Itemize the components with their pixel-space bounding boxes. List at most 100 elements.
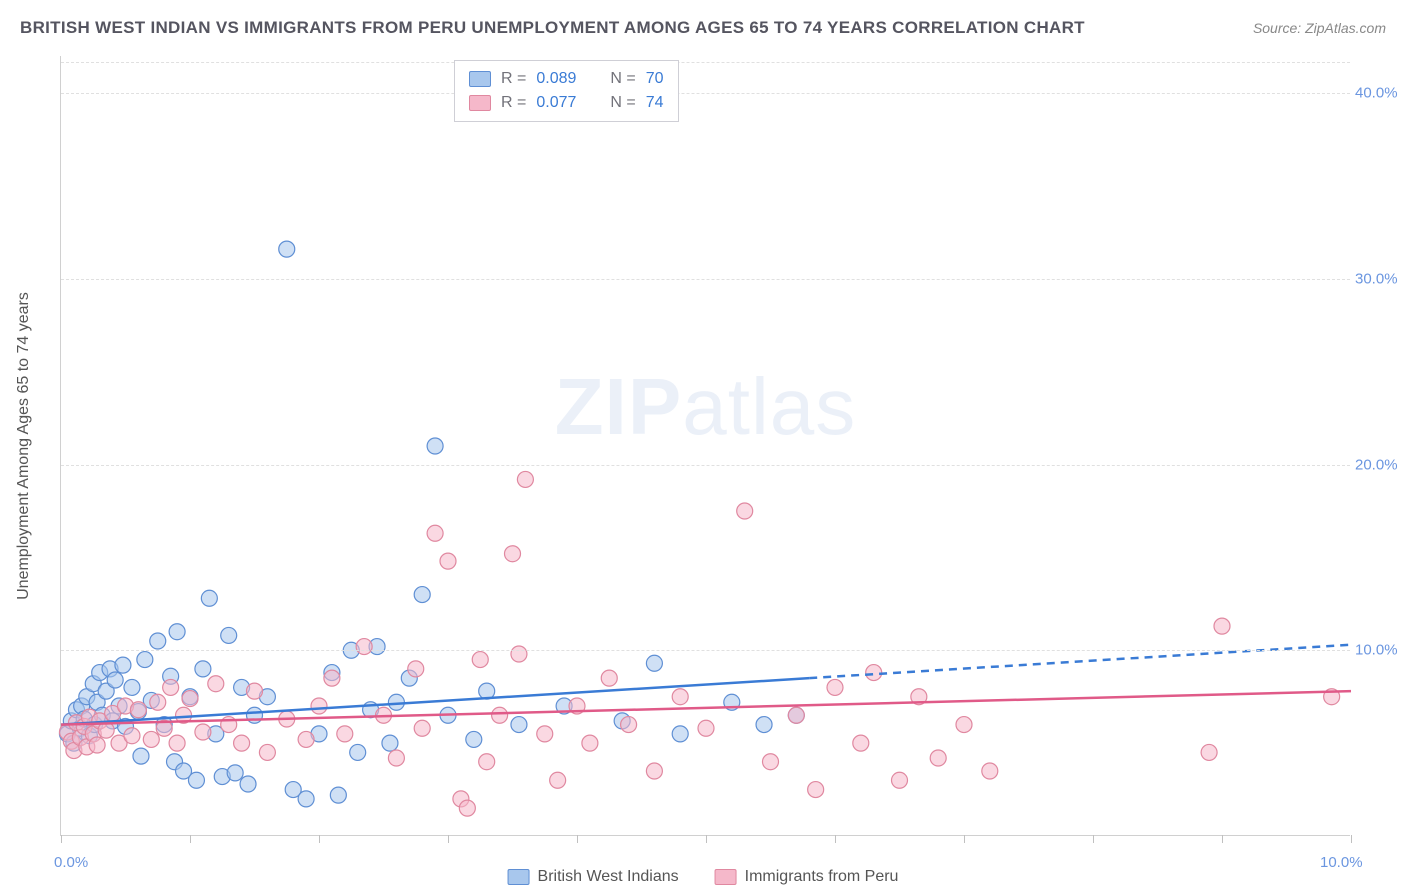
scatter-point [350, 744, 366, 760]
scatter-point [427, 525, 443, 541]
scatter-point [601, 670, 617, 686]
scatter-point [737, 503, 753, 519]
scatter-point [466, 731, 482, 747]
scatter-point [930, 750, 946, 766]
scatter-point [414, 587, 430, 603]
gridline [61, 650, 1350, 651]
scatter-point [646, 763, 662, 779]
stat-n-label: N = [610, 67, 635, 91]
legend-item: British West Indians [508, 868, 679, 886]
y-tick-label: 40.0% [1355, 85, 1406, 102]
x-tick [190, 835, 191, 843]
scatter-point [298, 731, 314, 747]
scatter-point [259, 744, 275, 760]
scatter-point [672, 689, 688, 705]
scatter-point [698, 720, 714, 736]
scatter-point [337, 726, 353, 742]
legend-swatch [715, 869, 737, 885]
scatter-point [208, 676, 224, 692]
gridline [61, 465, 1350, 466]
scatter-point [511, 717, 527, 733]
legend-item: Immigrants from Peru [715, 868, 899, 886]
scatter-point [163, 679, 179, 695]
scatter-point [182, 691, 198, 707]
scatter-point [107, 672, 123, 688]
scatter-point [311, 698, 327, 714]
x-tick [577, 835, 578, 843]
scatter-point [240, 776, 256, 792]
x-tick-label: 10.0% [1320, 854, 1363, 871]
plot-area: ZIPatlas 10.0%20.0%30.0%40.0% [60, 56, 1350, 836]
title-bar: BRITISH WEST INDIAN VS IMMIGRANTS FROM P… [20, 18, 1386, 38]
legend-swatch [508, 869, 530, 885]
scatter-point [1201, 744, 1217, 760]
scatter-point [388, 750, 404, 766]
scatter-point [169, 624, 185, 640]
scatter-point [115, 657, 131, 673]
scatter-point [956, 717, 972, 733]
scatter-point [382, 735, 398, 751]
stat-r-label: R = [501, 91, 526, 115]
y-tick-label: 20.0% [1355, 456, 1406, 473]
stats-row: R = 0.089N = 70 [469, 67, 664, 91]
scatter-point [582, 735, 598, 751]
scatter-point [356, 639, 372, 655]
scatter-point [479, 754, 495, 770]
scatter-point [234, 735, 250, 751]
scatter-point [408, 661, 424, 677]
scatter-point [227, 765, 243, 781]
plot-svg [61, 56, 1350, 835]
bottom-legend: British West Indians Immigrants from Peru [508, 868, 899, 886]
y-axis-title: Unemployment Among Ages 65 to 74 years [15, 292, 33, 600]
gridline [61, 62, 1350, 63]
chart-title: BRITISH WEST INDIAN VS IMMIGRANTS FROM P… [20, 18, 1085, 38]
scatter-point [124, 728, 140, 744]
scatter-point [188, 772, 204, 788]
gridline [61, 279, 1350, 280]
scatter-point [511, 646, 527, 662]
scatter-point [298, 791, 314, 807]
scatter-point [459, 800, 475, 816]
x-tick [1222, 835, 1223, 843]
stat-r-value: 0.077 [536, 91, 576, 115]
scatter-point [169, 735, 185, 751]
scatter-point [788, 707, 804, 723]
scatter-point [621, 717, 637, 733]
scatter-point [672, 726, 688, 742]
x-tick [706, 835, 707, 843]
scatter-point [427, 438, 443, 454]
scatter-point [143, 731, 159, 747]
scatter-point [505, 546, 521, 562]
scatter-point [195, 661, 211, 677]
scatter-point [646, 655, 662, 671]
x-tick [61, 835, 62, 843]
x-tick [319, 835, 320, 843]
scatter-point [492, 707, 508, 723]
scatter-point [537, 726, 553, 742]
y-tick-label: 30.0% [1355, 270, 1406, 287]
scatter-point [221, 627, 237, 643]
x-tick [835, 835, 836, 843]
scatter-point [892, 772, 908, 788]
scatter-point [517, 471, 533, 487]
scatter-point [195, 724, 211, 740]
scatter-point [150, 633, 166, 649]
stat-n-value: 74 [646, 91, 664, 115]
scatter-point [279, 241, 295, 257]
scatter-point [130, 702, 146, 718]
scatter-point [124, 679, 140, 695]
scatter-point [247, 683, 263, 699]
stat-r-label: R = [501, 67, 526, 91]
scatter-point [324, 670, 340, 686]
scatter-point [808, 782, 824, 798]
legend-label: Immigrants from Peru [745, 868, 899, 886]
scatter-point [472, 652, 488, 668]
scatter-point [201, 590, 217, 606]
y-tick-label: 10.0% [1355, 642, 1406, 659]
scatter-point [827, 679, 843, 695]
legend-swatch [469, 95, 491, 111]
stat-n-value: 70 [646, 67, 664, 91]
scatter-point [89, 737, 105, 753]
x-tick [1093, 835, 1094, 843]
gridline [61, 93, 1350, 94]
